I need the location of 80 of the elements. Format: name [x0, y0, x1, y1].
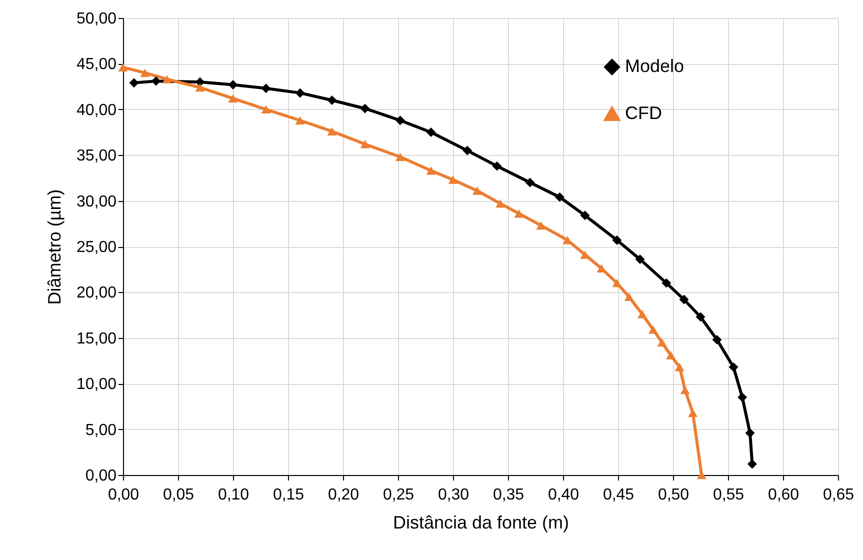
point [118, 63, 128, 72]
x-tick-label: 0,00 [108, 486, 140, 504]
point [395, 152, 405, 162]
point [195, 83, 205, 92]
point [295, 116, 305, 124]
y-tick-label: 5,00 [85, 422, 117, 439]
point [496, 199, 506, 208]
x-tick-label: 0,20 [328, 486, 360, 504]
point [195, 77, 205, 87]
x-tick-label: 0,50 [658, 486, 690, 504]
point [151, 76, 161, 86]
point [261, 84, 271, 94]
point [426, 128, 436, 137]
y-tick-label: 35,00 [76, 148, 117, 165]
point [635, 254, 645, 264]
point [680, 386, 690, 394]
point [514, 209, 524, 218]
y-tick-label: 25,00 [76, 239, 117, 256]
y-tick-label: 20,00 [76, 284, 117, 302]
point [536, 221, 546, 230]
x-tick-label: 0,30 [438, 486, 470, 504]
y-tick-label: 10,00 [76, 376, 117, 394]
point [712, 334, 722, 344]
point [327, 96, 337, 106]
point [688, 408, 698, 417]
point [612, 235, 622, 245]
point [462, 146, 472, 156]
point [747, 459, 757, 469]
point [162, 75, 172, 84]
point [140, 68, 150, 77]
point [360, 140, 370, 148]
point [360, 104, 370, 114]
y-tick-label: 15,00 [76, 330, 117, 348]
point [637, 310, 647, 318]
point [738, 392, 748, 402]
point [525, 178, 535, 188]
point [129, 78, 139, 88]
y-tick-label: 0,00 [85, 468, 117, 484]
point [696, 312, 706, 322]
y-tick-label: 30,00 [76, 193, 117, 210]
x-tick-label: 0,10 [218, 486, 250, 504]
point [395, 116, 405, 126]
x-tick-label: 0,65 [822, 486, 854, 504]
point [327, 127, 337, 136]
point [648, 326, 658, 334]
x-tick-label: 0,35 [492, 486, 524, 504]
point [228, 80, 238, 90]
point [472, 186, 482, 195]
point [745, 428, 755, 438]
point [426, 166, 436, 175]
x-tick-label: 0,45 [602, 486, 634, 504]
point [448, 176, 458, 184]
x-tick-label: 0,40 [548, 486, 580, 504]
x-tick-label: 0,05 [162, 486, 194, 504]
x-tick-label: 0,15 [272, 486, 304, 504]
x-tick-label: 0,55 [712, 486, 744, 504]
y-tick-label: 40,00 [76, 102, 117, 119]
point [674, 363, 684, 372]
point [580, 210, 590, 220]
point [492, 161, 502, 171]
y-tick-label: 45,00 [76, 56, 117, 74]
point [554, 192, 564, 202]
y-tick-label: 50,00 [76, 10, 117, 28]
x-tick-label: 0,25 [382, 486, 414, 504]
legend-label: Modelo [625, 56, 684, 76]
x-axis-title: Distância da fonte (m) [392, 512, 570, 532]
point [662, 278, 672, 288]
point [596, 264, 606, 273]
point [261, 105, 271, 114]
point [295, 88, 305, 98]
point [728, 362, 738, 372]
point [666, 351, 676, 360]
point [679, 294, 689, 304]
y-axis-title: Diâmetro (µm) [44, 189, 64, 305]
point [612, 278, 622, 288]
point [657, 338, 667, 347]
point [624, 292, 634, 301]
point [228, 94, 238, 103]
x-tick-label: 0,60 [768, 486, 800, 504]
legend-label: CFD [625, 103, 662, 123]
